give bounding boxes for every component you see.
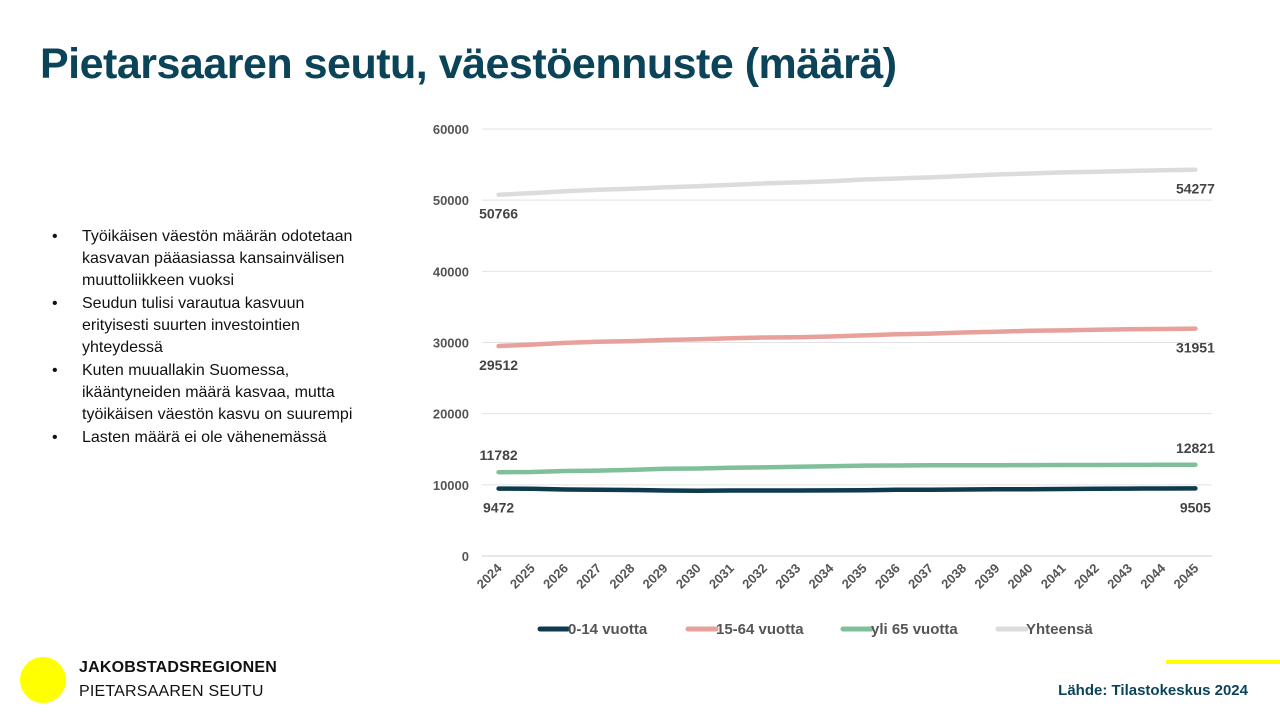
data-label: 9505 [1180,499,1211,515]
bullet-item: • Työikäisen väestön määrän odotetaan kas… [52,226,372,292]
x-tick-label: 2045 [1170,561,1201,592]
x-tick-label: 2038 [938,561,969,592]
data-label: 9472 [483,500,514,516]
x-tick-label: 2037 [905,561,936,592]
legend-label: Yhteensä [1026,621,1093,638]
data-label: 31951 [1176,340,1215,356]
legend-label: 15-64 vuotta [716,621,804,638]
bullet-text: Lasten määrä ei ole vähenemässä [82,429,327,446]
bullet-list: • Työikäisen väestön määrän odotetaan kas… [52,226,372,450]
series-line [496,326,1198,349]
bullet-symbol: • [52,362,58,379]
x-tick-label: 2042 [1071,561,1102,592]
x-tick-label: 2039 [971,561,1002,592]
x-tick-label: 2028 [606,561,637,592]
x-tick-label: 2026 [540,561,571,592]
data-label: 50766 [479,206,518,222]
x-tick-label: 2034 [805,560,837,592]
bullet-item: • Kuten muuallakin Suomessa, ikääntyneide… [52,360,372,426]
x-tick-label: 2029 [640,561,671,592]
bullet-symbol: • [52,429,58,446]
legend-label: 0-14 vuotta [568,621,648,638]
x-tick-label: 2033 [772,561,803,592]
x-tick-label: 2031 [706,561,737,592]
series-line [496,462,1198,475]
brand-name-swedish: JAKOBSTADSREGIONEN [79,659,277,676]
bullet-symbol: • [52,228,58,245]
bullet-text: Työikäisen väestön määrän odotetaan kasv… [82,228,353,289]
x-tick-label: 2030 [673,561,704,592]
y-tick-label: 0 [462,549,469,564]
data-label: 54277 [1176,181,1215,197]
page-title: Pietarsaaren seutu, väestöennuste (määrä… [40,40,897,88]
x-tick-label: 2032 [739,561,770,592]
data-label: 29512 [479,357,518,373]
y-tick-label: 10000 [433,478,469,493]
source-note: Lähde: Tilastokeskus 2024 [1058,682,1248,699]
x-tick-label: 2041 [1038,561,1069,592]
brand-logo-circle [20,657,66,703]
data-label: 11782 [480,447,518,463]
x-tick-label: 2040 [1005,561,1036,592]
legend-label: yli 65 vuotta [871,621,958,638]
x-tick-label: 2027 [573,561,604,592]
y-tick-label: 40000 [433,264,469,279]
brand-name-finnish: PIETARSAAREN SEUTU [79,683,264,700]
y-tick-label: 60000 [433,122,469,137]
bullet-item: • Lasten määrä ei ole vähenemässä [52,427,372,449]
accent-line [1166,660,1280,664]
bullet-text: Kuten muuallakin Suomessa, ikääntyneiden… [82,362,353,423]
series-line [496,486,1198,493]
y-tick-label: 30000 [433,336,469,351]
data-label: 12821 [1176,440,1215,456]
x-tick-label: 2043 [1104,561,1135,592]
y-tick-label: 20000 [433,407,469,422]
bullet-item: • Seudun tulisi varautua kasvuun erityise… [52,293,372,359]
bullet-text: Seudun tulisi varautua kasvuun erityises… [82,295,305,356]
x-tick-label: 2036 [872,561,903,592]
x-tick-label: 2035 [839,561,870,592]
y-tick-label: 50000 [433,193,469,208]
bullet-symbol: • [52,295,58,312]
x-tick-label: 2024 [474,560,506,592]
series-line [496,167,1198,197]
x-tick-label: 2025 [507,561,538,592]
x-tick-label: 2044 [1137,560,1169,592]
